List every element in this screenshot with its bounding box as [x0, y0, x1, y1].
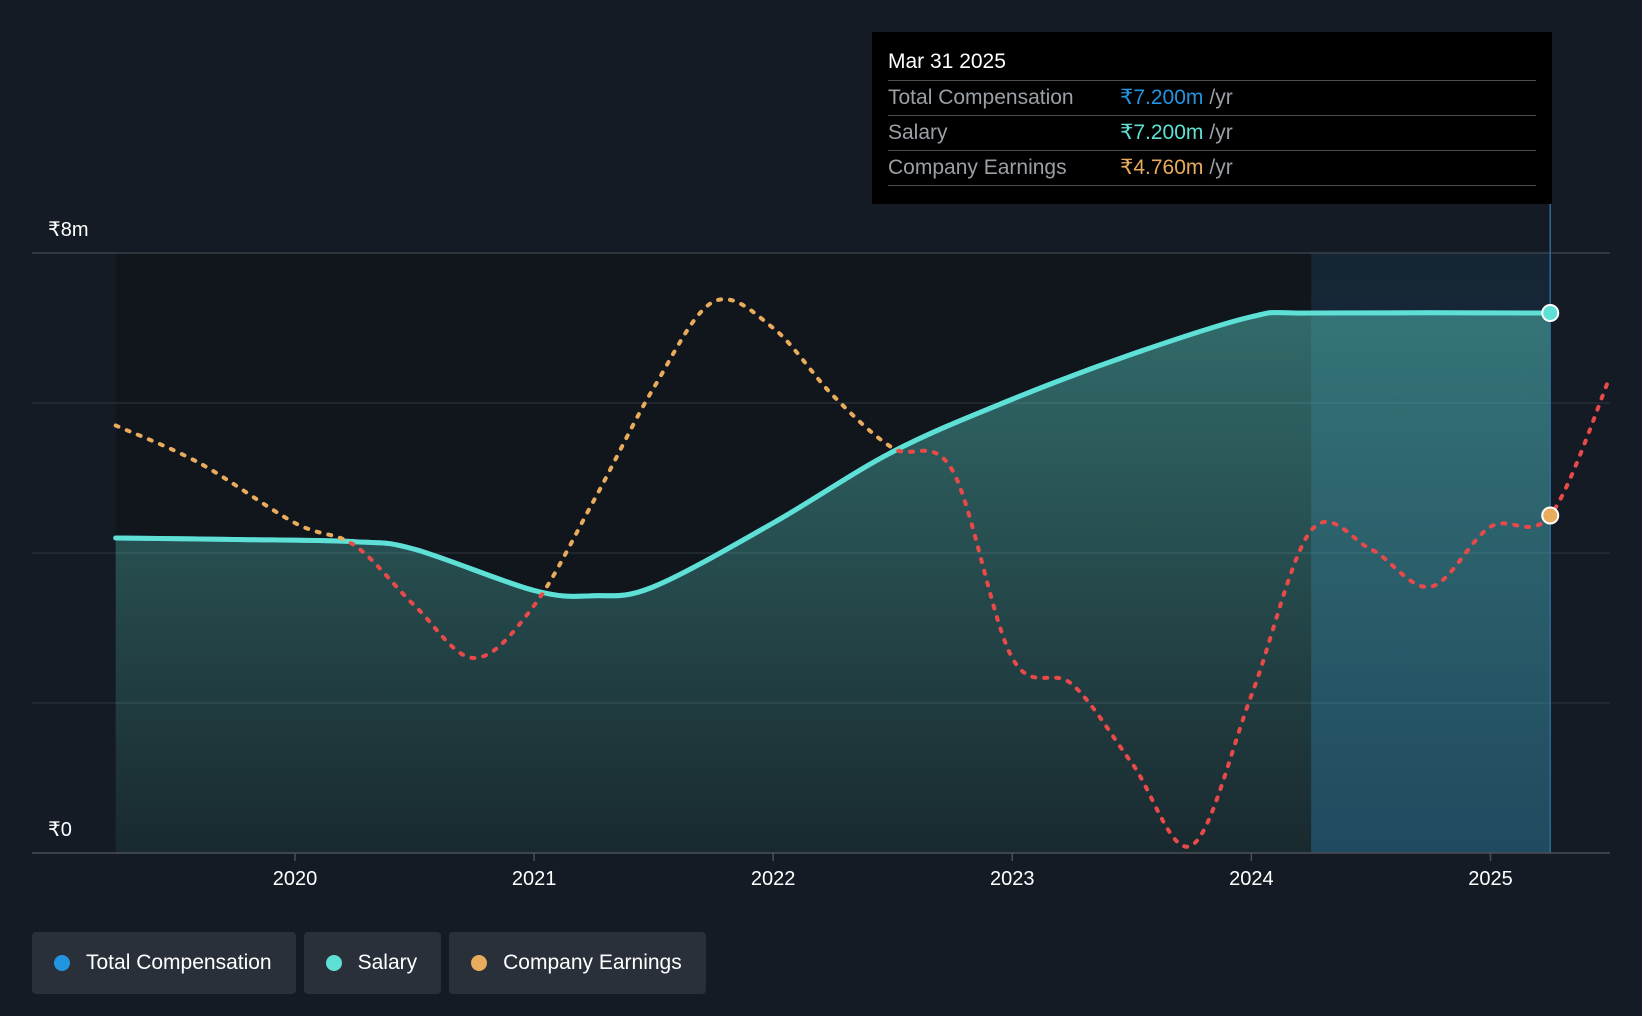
tooltip-label: Salary	[888, 121, 948, 144]
series-line-salary	[113, 310, 1553, 599]
tooltip-row-company-earnings: Company Earnings ₹4.760m /yr	[888, 151, 1536, 186]
x-tick-label: 2022	[751, 868, 796, 890]
series-line-company-earnings-below-salary	[113, 312, 1610, 849]
legend: Total Compensation Salary Company Earnin…	[32, 932, 706, 994]
y-tick-label-bottom: ₹0	[48, 819, 72, 841]
tooltip-row-total-compensation: Total Compensation ₹7.200m /yr	[888, 81, 1536, 116]
legend-dot-icon	[325, 955, 342, 971]
x-tick-label: 2025	[1468, 868, 1513, 890]
tooltip-unit: /yr	[1209, 86, 1233, 109]
tooltip: Mar 31 2025 Total Compensation ₹7.200m /…	[872, 32, 1552, 204]
tooltip-value: ₹7.200m	[1120, 86, 1204, 109]
tooltip-label: Company Earnings	[888, 156, 1067, 179]
tooltip-unit: /yr	[1209, 156, 1233, 179]
x-tick-label: 2020	[273, 868, 318, 890]
x-tick-label: 2024	[1229, 868, 1274, 890]
salary-area	[115, 312, 1551, 853]
tooltip-label: Total Compensation	[888, 86, 1074, 109]
salary-marker	[1541, 304, 1560, 322]
tooltip-value: ₹4.760m	[1120, 156, 1204, 179]
tooltip-unit: /yr	[1209, 121, 1233, 144]
legend-dot-icon	[471, 955, 488, 971]
tooltip-date: Mar 31 2025	[888, 44, 1536, 81]
legend-label: Salary	[357, 951, 418, 974]
tooltip-row-salary: Salary ₹7.200m /yr	[888, 116, 1536, 151]
legend-label: Total Compensation	[86, 951, 272, 974]
company-earnings-marker	[1541, 506, 1560, 525]
x-tick-label: 2021	[512, 868, 557, 890]
tooltip-value: ₹7.200m	[1120, 121, 1204, 144]
legend-label: Company Earnings	[503, 951, 682, 974]
x-tick-label: 2023	[990, 868, 1035, 890]
y-tick-label-top: ₹8m	[48, 219, 89, 241]
legend-dot-icon	[54, 955, 70, 971]
legend-item-salary[interactable]: Salary	[303, 932, 442, 994]
legend-item-company-earnings[interactable]: Company Earnings	[449, 932, 706, 994]
legend-item-total-compensation[interactable]: Total Compensation	[32, 932, 296, 994]
